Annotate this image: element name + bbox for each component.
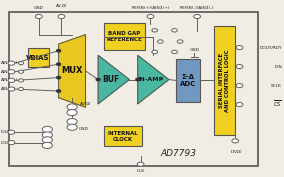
Circle shape — [236, 84, 243, 88]
Circle shape — [67, 104, 77, 110]
Circle shape — [67, 109, 77, 116]
Text: GND: GND — [79, 127, 89, 131]
Circle shape — [8, 70, 15, 74]
Circle shape — [96, 78, 100, 81]
Text: SCLK: SCLK — [271, 84, 282, 88]
FancyBboxPatch shape — [28, 48, 49, 67]
FancyBboxPatch shape — [176, 59, 200, 102]
Text: REFIN(-)/AIN3(-): REFIN(-)/AIN3(-) — [180, 5, 214, 10]
FancyBboxPatch shape — [104, 23, 145, 50]
Text: DOUT/RDY: DOUT/RDY — [259, 46, 282, 50]
Circle shape — [67, 119, 77, 125]
Text: GND: GND — [189, 48, 199, 52]
Text: IOUT2: IOUT2 — [1, 141, 14, 145]
Text: AV$_{DD}$: AV$_{DD}$ — [79, 101, 92, 108]
Circle shape — [236, 102, 243, 107]
Circle shape — [36, 14, 42, 19]
FancyBboxPatch shape — [214, 26, 235, 135]
Circle shape — [152, 28, 158, 32]
Text: AIN1(+): AIN1(+) — [1, 61, 18, 65]
Circle shape — [67, 124, 77, 130]
Circle shape — [158, 40, 163, 43]
Text: AD7793: AD7793 — [161, 149, 197, 158]
Circle shape — [194, 14, 201, 19]
Text: AIN2(-): AIN2(-) — [1, 87, 16, 91]
Circle shape — [42, 126, 53, 133]
Polygon shape — [98, 55, 129, 104]
Circle shape — [236, 45, 243, 50]
Text: BAND GAP
REFERENCE: BAND GAP REFERENCE — [106, 31, 142, 42]
Circle shape — [57, 63, 60, 65]
Circle shape — [18, 87, 24, 91]
Text: INTERNAL
CLOCK: INTERNAL CLOCK — [108, 131, 138, 142]
Text: REFIN(+)/AIN3(+): REFIN(+)/AIN3(+) — [131, 5, 170, 10]
Text: MUX: MUX — [61, 66, 83, 75]
Circle shape — [152, 50, 158, 54]
Circle shape — [58, 14, 65, 19]
Circle shape — [147, 14, 154, 19]
Circle shape — [18, 79, 24, 82]
Text: Σ-Δ
ADC: Σ-Δ ADC — [180, 74, 196, 87]
Circle shape — [18, 70, 24, 73]
Text: SERIAL INTERFACE
AND CONTROL LOGIC: SERIAL INTERFACE AND CONTROL LOGIC — [219, 49, 230, 112]
Text: IOUT1: IOUT1 — [1, 130, 14, 134]
Text: AV$_{DD}$: AV$_{DD}$ — [55, 2, 68, 10]
Circle shape — [236, 64, 243, 69]
Text: AIN1(-): AIN1(-) — [1, 70, 16, 74]
Circle shape — [57, 50, 60, 52]
Text: DIN: DIN — [274, 65, 282, 69]
Circle shape — [8, 61, 15, 65]
Text: CLK: CLK — [137, 169, 145, 173]
Circle shape — [232, 139, 239, 143]
Circle shape — [42, 137, 53, 143]
Circle shape — [57, 90, 60, 92]
Circle shape — [8, 78, 15, 82]
Circle shape — [8, 130, 15, 134]
Circle shape — [172, 28, 177, 32]
Circle shape — [172, 50, 177, 54]
Polygon shape — [59, 35, 85, 107]
Circle shape — [8, 87, 15, 91]
Circle shape — [42, 142, 53, 149]
Text: DV$_{DD}$: DV$_{DD}$ — [230, 148, 243, 156]
Text: VBIAS: VBIAS — [26, 55, 50, 61]
Circle shape — [18, 62, 24, 65]
Text: GND: GND — [34, 5, 44, 10]
Circle shape — [137, 162, 144, 166]
FancyBboxPatch shape — [104, 126, 142, 146]
Circle shape — [42, 132, 53, 138]
Circle shape — [136, 78, 140, 81]
Text: $\overline{CS}$: $\overline{CS}$ — [273, 100, 282, 109]
Circle shape — [8, 141, 15, 145]
Text: AIN2(+): AIN2(+) — [1, 78, 18, 82]
Text: BUF: BUF — [102, 75, 119, 84]
Text: IN-AMP: IN-AMP — [137, 77, 163, 82]
Polygon shape — [138, 55, 169, 104]
Circle shape — [57, 76, 60, 79]
Circle shape — [177, 40, 183, 43]
